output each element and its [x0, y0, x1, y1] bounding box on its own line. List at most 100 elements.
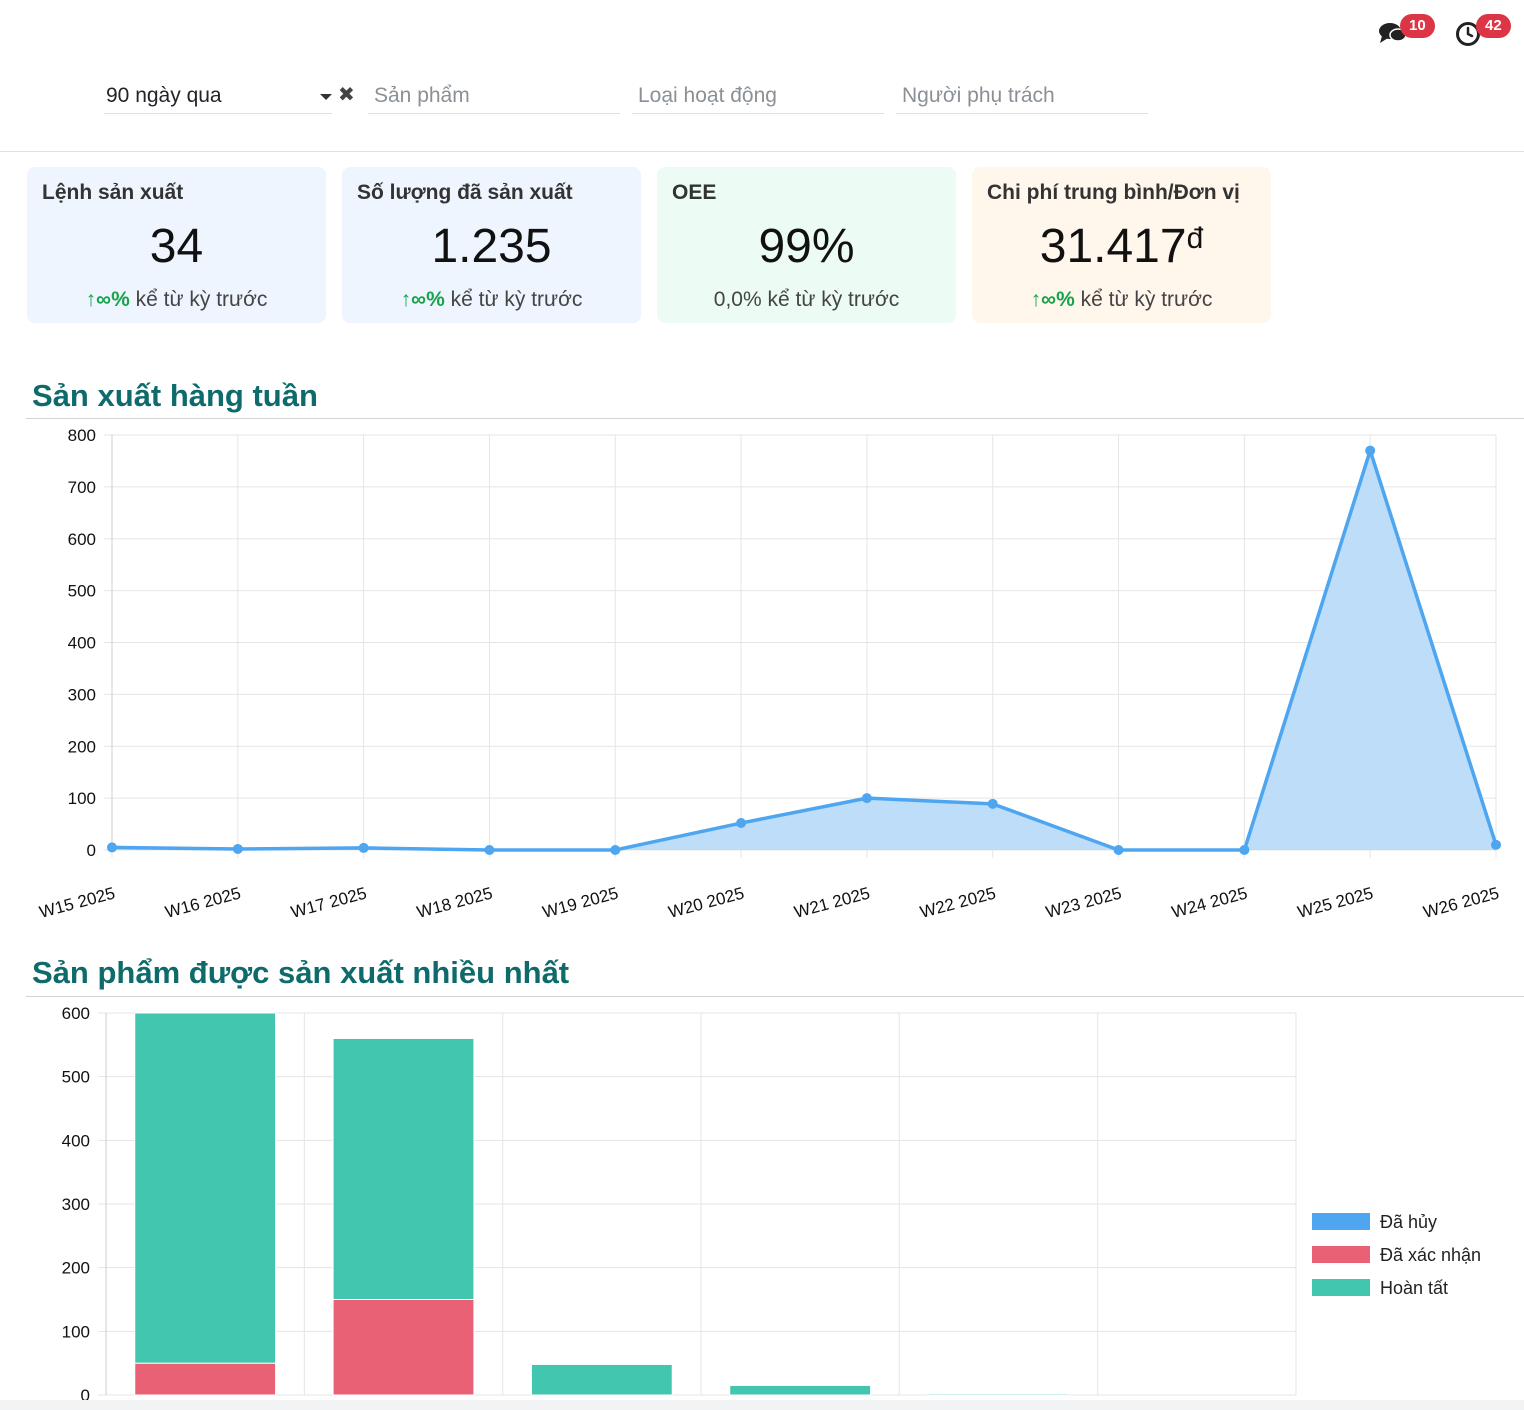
x-tick-label: W19 2025 — [541, 884, 621, 920]
section-divider — [26, 996, 1524, 997]
kpi-value-number: 1.235 — [431, 220, 552, 273]
kpi-label: Số lượng đã sản xuất — [357, 181, 573, 204]
data-point — [610, 845, 621, 855]
product-filter-input[interactable]: Sản phẩm — [368, 80, 620, 114]
legend-label: Hoàn tất — [1380, 1278, 1448, 1298]
bar-segment — [332, 1037, 475, 1300]
bar-segment — [332, 1299, 475, 1396]
caret-down-icon — [320, 94, 332, 100]
kpi-value: 99% — [657, 219, 956, 274]
x-tick-label: W21 2025 — [792, 884, 872, 920]
data-point — [1113, 845, 1124, 855]
bar-segment — [530, 1363, 673, 1396]
y-tick-label: 800 — [68, 426, 96, 445]
kpi-trend-text: 0,0% kể từ kỳ trước — [713, 288, 900, 311]
kpi-value: 34 — [27, 219, 326, 274]
product-filter-placeholder: Sản phẩm — [374, 84, 470, 107]
area-fill — [112, 450, 1496, 850]
weekly-production-title: Sản xuất hàng tuần — [32, 378, 318, 413]
data-point — [987, 798, 998, 809]
kpi-trend: ↑∞% kể từ kỳ trước — [972, 288, 1271, 312]
x-tick-label: W23 2025 — [1044, 884, 1124, 920]
responsible-filter-input[interactable]: Người phụ trách — [896, 80, 1148, 114]
filter-bar: 90 ngày qua ✖ Sản phẩm Loại hoạt động Ng… — [0, 74, 1524, 152]
y-tick-label: 500 — [62, 1068, 90, 1087]
x-tick-label: W25 2025 — [1295, 884, 1375, 920]
legend-label: Đã hủy — [1380, 1212, 1437, 1232]
y-tick-label: 200 — [68, 737, 96, 756]
x-tick-label: W24 2025 — [1170, 884, 1250, 920]
kpi-trend-text: kể từ kỳ trước — [1074, 288, 1213, 311]
kpi-card-quantity-produced[interactable]: Số lượng đã sản xuất 1.235 ↑∞% kể từ kỳ … — [342, 167, 641, 323]
y-tick-label: 0 — [81, 1386, 90, 1400]
y-tick-label: 600 — [68, 530, 96, 549]
operation-type-filter-input[interactable]: Loại hoạt động — [632, 80, 884, 114]
y-tick-label: 300 — [68, 685, 96, 704]
data-point — [232, 843, 243, 854]
bottom-scroll-edge — [0, 1400, 1524, 1410]
y-tick-label: 600 — [62, 1004, 90, 1023]
x-tick-label: W26 2025 — [1421, 884, 1501, 920]
kpi-label: Lệnh sản xuất — [42, 181, 184, 204]
kpi-value: 1.235 — [342, 219, 641, 274]
y-tick-label: 100 — [68, 789, 96, 808]
period-select-value: 90 ngày qua — [106, 84, 222, 107]
kpi-card-oee[interactable]: OEE 99% 0,0% kể từ kỳ trước — [657, 167, 956, 323]
kpi-card-manufacturing-orders[interactable]: Lệnh sản xuất 34 ↑∞% kể từ kỳ trước — [27, 167, 326, 323]
kpi-value-number: 31.417 — [1039, 220, 1187, 273]
data-point — [107, 842, 117, 853]
currency-symbol: đ — [1186, 222, 1204, 255]
top-bar: 10 42 — [0, 0, 1524, 56]
period-select[interactable]: 90 ngày qua — [104, 80, 332, 114]
bar-segment — [134, 1362, 277, 1396]
top-products-title: Sản phẩm được sản xuất nhiều nhất — [32, 955, 570, 990]
activities-count-badge: 42 — [1476, 14, 1511, 38]
kpi-trend-text: kể từ kỳ trước — [129, 288, 268, 311]
kpi-value-number: 34 — [149, 220, 204, 273]
data-point — [1491, 839, 1501, 850]
kpi-trend: 0,0% kể từ kỳ trước — [657, 288, 956, 312]
y-tick-label: 200 — [62, 1259, 90, 1278]
data-point — [861, 793, 872, 804]
y-tick-label: 400 — [68, 634, 96, 653]
legend-swatch — [1312, 1279, 1370, 1296]
bar-segment — [729, 1384, 872, 1396]
x-tick-label: W20 2025 — [666, 884, 746, 920]
kpi-trend: ↑∞% kể từ kỳ trước — [27, 288, 326, 312]
x-tick-label: W18 2025 — [415, 884, 495, 920]
data-point — [358, 842, 369, 853]
data-point — [484, 845, 495, 855]
weekly-production-chart: 0 100 200 300 400 500 600 700 800 W15 2025 W16 202… — [37, 426, 1501, 920]
x-tick-label: W17 2025 — [289, 884, 369, 920]
operation-type-filter-placeholder: Loại hoạt động — [638, 84, 777, 107]
kpi-card-average-unit-cost[interactable]: Chi phí trung bình/Đơn vị 31.417đ ↑∞% kể… — [972, 167, 1271, 323]
y-tick-label: 0 — [87, 841, 96, 860]
bar-segment — [134, 1012, 277, 1364]
y-tick-label: 700 — [68, 478, 96, 497]
y-tick-label: 300 — [62, 1195, 90, 1214]
responsible-filter-placeholder: Người phụ trách — [902, 84, 1055, 107]
trend-up-icon: ↑∞% — [85, 288, 130, 311]
legend-label: Đã xác nhận — [1380, 1245, 1481, 1265]
x-tick-label: W15 2025 — [37, 884, 117, 920]
y-tick-label: 500 — [68, 582, 96, 601]
kpi-value: 31.417đ — [972, 219, 1271, 274]
messages-button[interactable]: 10 — [1378, 14, 1435, 50]
clear-period-icon[interactable]: ✖ — [338, 84, 355, 106]
series-line — [111, 448, 1498, 852]
legend-swatch — [1312, 1213, 1370, 1230]
y-tick-label: 400 — [62, 1131, 90, 1150]
kpi-label: OEE — [672, 181, 717, 204]
kpi-label: Chi phí trung bình/Đơn vị — [987, 181, 1240, 204]
x-tick-label: W22 2025 — [918, 884, 998, 920]
kpi-trend: ↑∞% kể từ kỳ trước — [342, 288, 641, 312]
section-divider — [26, 418, 1524, 419]
trend-up-icon: ↑∞% — [1030, 288, 1075, 311]
trend-up-icon: ↑∞% — [400, 288, 445, 311]
activities-button[interactable]: 42 — [1454, 14, 1511, 50]
kpi-value-number: 99% — [758, 220, 855, 273]
messages-count-badge: 10 — [1400, 14, 1435, 38]
data-point — [1239, 845, 1250, 855]
data-point — [736, 818, 747, 829]
y-tick-label: 100 — [62, 1322, 90, 1341]
